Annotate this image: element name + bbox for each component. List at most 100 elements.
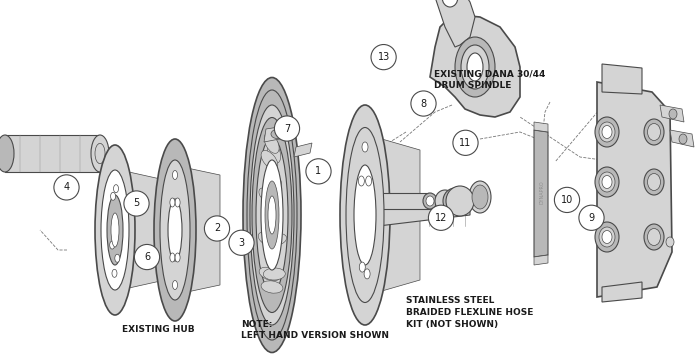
Polygon shape	[660, 105, 684, 122]
Text: 4: 4	[64, 182, 69, 192]
Ellipse shape	[259, 188, 277, 205]
Polygon shape	[120, 170, 165, 290]
Ellipse shape	[256, 137, 288, 292]
Ellipse shape	[435, 190, 455, 212]
Text: 9: 9	[589, 213, 594, 223]
Polygon shape	[670, 130, 694, 147]
Ellipse shape	[423, 193, 437, 209]
Ellipse shape	[261, 151, 278, 169]
Polygon shape	[534, 130, 548, 257]
Ellipse shape	[250, 105, 294, 325]
Polygon shape	[173, 165, 220, 295]
Ellipse shape	[362, 142, 368, 152]
Polygon shape	[294, 143, 312, 157]
Polygon shape	[602, 282, 642, 302]
Ellipse shape	[442, 0, 458, 7]
Ellipse shape	[170, 198, 175, 207]
Ellipse shape	[426, 196, 434, 206]
Ellipse shape	[259, 267, 280, 281]
Ellipse shape	[602, 126, 612, 139]
Ellipse shape	[595, 117, 619, 147]
Polygon shape	[602, 64, 642, 94]
Polygon shape	[370, 195, 470, 227]
Ellipse shape	[264, 133, 279, 154]
Ellipse shape	[261, 160, 283, 270]
Ellipse shape	[252, 117, 292, 312]
Ellipse shape	[91, 135, 109, 172]
Text: 6: 6	[144, 252, 150, 262]
Circle shape	[204, 216, 230, 241]
Ellipse shape	[669, 109, 677, 119]
Ellipse shape	[340, 105, 390, 325]
Ellipse shape	[446, 186, 474, 216]
Text: 8: 8	[421, 99, 426, 109]
Ellipse shape	[107, 195, 123, 265]
Ellipse shape	[346, 127, 384, 302]
Ellipse shape	[95, 145, 135, 315]
Ellipse shape	[268, 196, 276, 234]
Ellipse shape	[175, 198, 180, 207]
Ellipse shape	[111, 192, 116, 200]
Ellipse shape	[247, 90, 297, 340]
Ellipse shape	[644, 224, 664, 250]
Text: EXISTING HUB: EXISTING HUB	[122, 325, 195, 334]
Circle shape	[428, 205, 454, 230]
Circle shape	[411, 91, 436, 116]
Text: DYNAPRO: DYNAPRO	[540, 180, 545, 204]
Ellipse shape	[599, 172, 615, 192]
Circle shape	[134, 245, 160, 270]
Circle shape	[124, 191, 149, 216]
Ellipse shape	[666, 237, 674, 247]
Text: 10: 10	[561, 195, 573, 205]
Ellipse shape	[170, 253, 175, 262]
Ellipse shape	[354, 165, 376, 265]
Ellipse shape	[648, 124, 661, 141]
Ellipse shape	[595, 167, 619, 197]
Ellipse shape	[115, 254, 120, 262]
Circle shape	[306, 159, 331, 184]
Ellipse shape	[243, 77, 301, 352]
Polygon shape	[370, 193, 430, 209]
Ellipse shape	[271, 130, 283, 139]
Polygon shape	[598, 157, 670, 212]
Ellipse shape	[261, 281, 283, 293]
Ellipse shape	[472, 185, 488, 209]
Ellipse shape	[101, 170, 129, 290]
Ellipse shape	[175, 253, 180, 262]
Polygon shape	[368, 135, 420, 295]
Ellipse shape	[112, 269, 117, 277]
Ellipse shape	[644, 169, 664, 195]
Text: 7: 7	[284, 124, 290, 134]
Polygon shape	[264, 125, 292, 142]
Ellipse shape	[364, 269, 370, 279]
Ellipse shape	[461, 45, 489, 89]
Ellipse shape	[602, 231, 612, 243]
Polygon shape	[534, 122, 548, 132]
Polygon shape	[534, 255, 548, 265]
Polygon shape	[5, 135, 100, 172]
Ellipse shape	[154, 139, 196, 321]
Ellipse shape	[599, 227, 615, 247]
Ellipse shape	[595, 222, 619, 252]
Ellipse shape	[358, 176, 365, 186]
Polygon shape	[435, 0, 475, 47]
Circle shape	[554, 187, 580, 212]
Ellipse shape	[270, 174, 281, 196]
Ellipse shape	[113, 185, 118, 193]
Ellipse shape	[0, 135, 14, 172]
Text: 5: 5	[134, 198, 139, 208]
Ellipse shape	[265, 233, 286, 246]
Ellipse shape	[172, 171, 178, 180]
Ellipse shape	[265, 181, 279, 249]
Ellipse shape	[599, 122, 615, 142]
Ellipse shape	[110, 241, 115, 249]
Ellipse shape	[648, 228, 661, 246]
Ellipse shape	[359, 262, 365, 272]
Ellipse shape	[172, 281, 178, 290]
Text: 1: 1	[316, 166, 321, 176]
Circle shape	[229, 230, 254, 255]
Ellipse shape	[644, 119, 664, 145]
Polygon shape	[597, 82, 672, 297]
Ellipse shape	[263, 268, 286, 280]
Ellipse shape	[469, 181, 491, 213]
